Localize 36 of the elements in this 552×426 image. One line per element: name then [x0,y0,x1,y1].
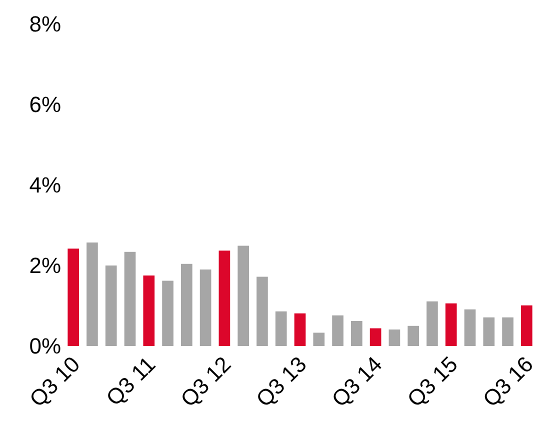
y-tick-label: 4% [29,172,61,198]
bar [68,248,79,346]
bar [86,242,98,346]
bar [256,276,268,346]
x-tick-label: Q3 12 [176,352,236,412]
bar [370,328,382,346]
x-tick-label: Q3 15 [402,352,462,412]
bar [521,305,532,346]
bar [483,317,495,346]
bar [388,330,400,346]
bar [238,246,249,346]
x-tick-label: Q3 16 [478,352,538,412]
bar [218,250,230,346]
bar [143,276,155,346]
bar [464,309,476,346]
bar [181,264,192,346]
x-tick-label: Q3 11 [101,352,160,411]
bar [502,317,514,346]
bar [332,315,344,346]
y-tick-label: 0% [29,334,61,359]
bar [445,303,457,346]
bar [124,252,136,346]
y-tick-label: 8% [29,12,61,37]
bar [351,321,362,346]
bar [313,332,325,346]
bar [200,270,212,346]
y-tick-label: 2% [29,253,61,278]
bar [105,266,117,346]
bar [294,313,306,346]
bar [426,301,438,346]
x-tick-label: Q3 13 [251,352,312,412]
x-tick-label: Q3 14 [326,352,387,412]
bar [275,311,287,346]
bar [408,326,419,346]
bar [162,280,174,346]
y-tick-label: 6% [29,92,61,118]
